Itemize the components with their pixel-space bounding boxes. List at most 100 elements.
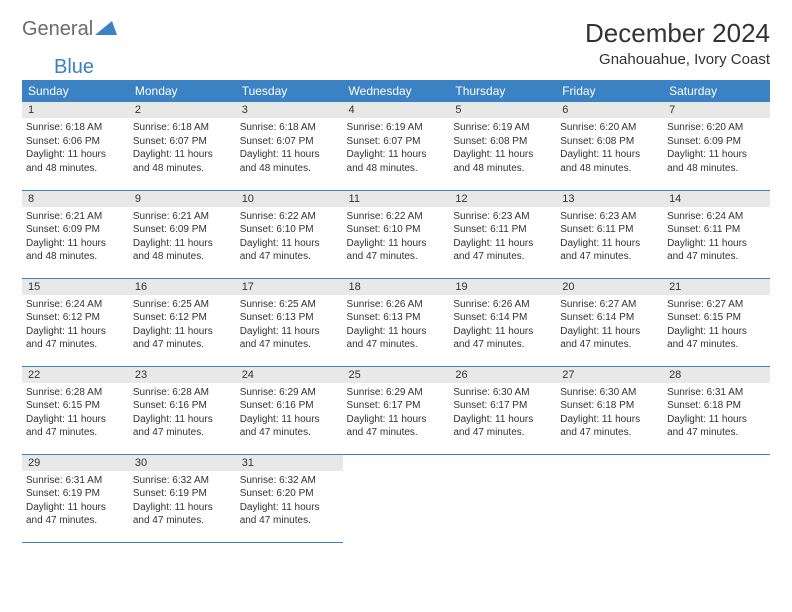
day-details: Sunrise: 6:20 AMSunset: 6:09 PMDaylight:…	[663, 118, 770, 179]
day-number: 7	[663, 102, 770, 118]
weekday-header: Sunday	[22, 80, 129, 102]
calendar-day-cell: 15Sunrise: 6:24 AMSunset: 6:12 PMDayligh…	[22, 278, 129, 366]
day-number: 23	[129, 367, 236, 383]
day-details: Sunrise: 6:19 AMSunset: 6:08 PMDaylight:…	[449, 118, 556, 179]
calendar-day-cell: 1Sunrise: 6:18 AMSunset: 6:06 PMDaylight…	[22, 102, 129, 190]
calendar-day-cell: 3Sunrise: 6:18 AMSunset: 6:07 PMDaylight…	[236, 102, 343, 190]
logo-text-general: General	[22, 18, 93, 41]
calendar-day-cell: 24Sunrise: 6:29 AMSunset: 6:16 PMDayligh…	[236, 366, 343, 454]
day-number: 20	[556, 279, 663, 295]
day-number: 18	[343, 279, 450, 295]
calendar-day-cell: 8Sunrise: 6:21 AMSunset: 6:09 PMDaylight…	[22, 190, 129, 278]
calendar-day-cell: 23Sunrise: 6:28 AMSunset: 6:16 PMDayligh…	[129, 366, 236, 454]
day-details: Sunrise: 6:28 AMSunset: 6:16 PMDaylight:…	[129, 383, 236, 444]
day-number: 27	[556, 367, 663, 383]
day-details: Sunrise: 6:31 AMSunset: 6:19 PMDaylight:…	[22, 471, 129, 532]
day-details: Sunrise: 6:26 AMSunset: 6:14 PMDaylight:…	[449, 295, 556, 356]
day-number: 17	[236, 279, 343, 295]
day-number: 10	[236, 191, 343, 207]
logo-text-blue: Blue	[54, 56, 94, 79]
header: General December 2024 Gnahouahue, Ivory …	[22, 18, 770, 68]
day-number: 1	[22, 102, 129, 118]
day-details: Sunrise: 6:22 AMSunset: 6:10 PMDaylight:…	[343, 207, 450, 268]
day-number: 28	[663, 367, 770, 383]
day-number: 12	[449, 191, 556, 207]
calendar-day-cell: 19Sunrise: 6:26 AMSunset: 6:14 PMDayligh…	[449, 278, 556, 366]
day-number: 6	[556, 102, 663, 118]
weekday-header: Wednesday	[343, 80, 450, 102]
day-details: Sunrise: 6:20 AMSunset: 6:08 PMDaylight:…	[556, 118, 663, 179]
day-details: Sunrise: 6:27 AMSunset: 6:14 PMDaylight:…	[556, 295, 663, 356]
calendar-day-cell: 26Sunrise: 6:30 AMSunset: 6:17 PMDayligh…	[449, 366, 556, 454]
weekday-header: Thursday	[449, 80, 556, 102]
day-details: Sunrise: 6:30 AMSunset: 6:17 PMDaylight:…	[449, 383, 556, 444]
calendar-day-cell: 20Sunrise: 6:27 AMSunset: 6:14 PMDayligh…	[556, 278, 663, 366]
day-number: 15	[22, 279, 129, 295]
calendar-day-cell: 7Sunrise: 6:20 AMSunset: 6:09 PMDaylight…	[663, 102, 770, 190]
calendar-table: SundayMondayTuesdayWednesdayThursdayFrid…	[22, 80, 770, 543]
logo: General	[22, 18, 119, 41]
calendar-week-row: 22Sunrise: 6:28 AMSunset: 6:15 PMDayligh…	[22, 366, 770, 454]
day-number: 30	[129, 455, 236, 471]
day-details: Sunrise: 6:24 AMSunset: 6:11 PMDaylight:…	[663, 207, 770, 268]
calendar-day-cell: 11Sunrise: 6:22 AMSunset: 6:10 PMDayligh…	[343, 190, 450, 278]
day-number: 14	[663, 191, 770, 207]
calendar-day-cell: 17Sunrise: 6:25 AMSunset: 6:13 PMDayligh…	[236, 278, 343, 366]
calendar-day-cell: 31Sunrise: 6:32 AMSunset: 6:20 PMDayligh…	[236, 454, 343, 542]
day-details: Sunrise: 6:26 AMSunset: 6:13 PMDaylight:…	[343, 295, 450, 356]
day-details: Sunrise: 6:21 AMSunset: 6:09 PMDaylight:…	[129, 207, 236, 268]
day-details: Sunrise: 6:18 AMSunset: 6:06 PMDaylight:…	[22, 118, 129, 179]
calendar-week-row: 8Sunrise: 6:21 AMSunset: 6:09 PMDaylight…	[22, 190, 770, 278]
day-number: 8	[22, 191, 129, 207]
calendar-week-row: 29Sunrise: 6:31 AMSunset: 6:19 PMDayligh…	[22, 454, 770, 542]
calendar-day-cell: 27Sunrise: 6:30 AMSunset: 6:18 PMDayligh…	[556, 366, 663, 454]
calendar-day-cell: 2Sunrise: 6:18 AMSunset: 6:07 PMDaylight…	[129, 102, 236, 190]
weekday-header-row: SundayMondayTuesdayWednesdayThursdayFrid…	[22, 80, 770, 102]
day-number: 5	[449, 102, 556, 118]
calendar-day-cell: 18Sunrise: 6:26 AMSunset: 6:13 PMDayligh…	[343, 278, 450, 366]
calendar-day-cell: 30Sunrise: 6:32 AMSunset: 6:19 PMDayligh…	[129, 454, 236, 542]
day-details: Sunrise: 6:19 AMSunset: 6:07 PMDaylight:…	[343, 118, 450, 179]
calendar-day-cell: 25Sunrise: 6:29 AMSunset: 6:17 PMDayligh…	[343, 366, 450, 454]
weekday-header: Monday	[129, 80, 236, 102]
calendar-day-cell: 10Sunrise: 6:22 AMSunset: 6:10 PMDayligh…	[236, 190, 343, 278]
calendar-day-cell	[663, 454, 770, 542]
day-number: 24	[236, 367, 343, 383]
calendar-day-cell: 5Sunrise: 6:19 AMSunset: 6:08 PMDaylight…	[449, 102, 556, 190]
day-number: 29	[22, 455, 129, 471]
weekday-header: Tuesday	[236, 80, 343, 102]
day-details: Sunrise: 6:23 AMSunset: 6:11 PMDaylight:…	[449, 207, 556, 268]
calendar-body: 1Sunrise: 6:18 AMSunset: 6:06 PMDaylight…	[22, 102, 770, 542]
calendar-day-cell: 12Sunrise: 6:23 AMSunset: 6:11 PMDayligh…	[449, 190, 556, 278]
calendar-day-cell	[556, 454, 663, 542]
calendar-day-cell: 13Sunrise: 6:23 AMSunset: 6:11 PMDayligh…	[556, 190, 663, 278]
day-details: Sunrise: 6:25 AMSunset: 6:12 PMDaylight:…	[129, 295, 236, 356]
day-details: Sunrise: 6:28 AMSunset: 6:15 PMDaylight:…	[22, 383, 129, 444]
calendar-day-cell: 16Sunrise: 6:25 AMSunset: 6:12 PMDayligh…	[129, 278, 236, 366]
day-details: Sunrise: 6:29 AMSunset: 6:17 PMDaylight:…	[343, 383, 450, 444]
day-number: 3	[236, 102, 343, 118]
calendar-day-cell: 14Sunrise: 6:24 AMSunset: 6:11 PMDayligh…	[663, 190, 770, 278]
day-number: 26	[449, 367, 556, 383]
calendar-day-cell: 6Sunrise: 6:20 AMSunset: 6:08 PMDaylight…	[556, 102, 663, 190]
day-details: Sunrise: 6:18 AMSunset: 6:07 PMDaylight:…	[129, 118, 236, 179]
calendar-day-cell: 4Sunrise: 6:19 AMSunset: 6:07 PMDaylight…	[343, 102, 450, 190]
day-number: 22	[22, 367, 129, 383]
logo-triangle-icon	[95, 19, 117, 40]
day-number: 31	[236, 455, 343, 471]
day-details: Sunrise: 6:31 AMSunset: 6:18 PMDaylight:…	[663, 383, 770, 444]
day-number: 9	[129, 191, 236, 207]
day-number: 13	[556, 191, 663, 207]
day-details: Sunrise: 6:29 AMSunset: 6:16 PMDaylight:…	[236, 383, 343, 444]
day-number: 2	[129, 102, 236, 118]
calendar-week-row: 15Sunrise: 6:24 AMSunset: 6:12 PMDayligh…	[22, 278, 770, 366]
title-block: December 2024 Gnahouahue, Ivory Coast	[585, 18, 770, 68]
location: Gnahouahue, Ivory Coast	[585, 51, 770, 68]
calendar-day-cell: 29Sunrise: 6:31 AMSunset: 6:19 PMDayligh…	[22, 454, 129, 542]
day-number: 19	[449, 279, 556, 295]
calendar-day-cell: 21Sunrise: 6:27 AMSunset: 6:15 PMDayligh…	[663, 278, 770, 366]
day-details: Sunrise: 6:30 AMSunset: 6:18 PMDaylight:…	[556, 383, 663, 444]
weekday-header: Saturday	[663, 80, 770, 102]
weekday-header: Friday	[556, 80, 663, 102]
day-number: 4	[343, 102, 450, 118]
